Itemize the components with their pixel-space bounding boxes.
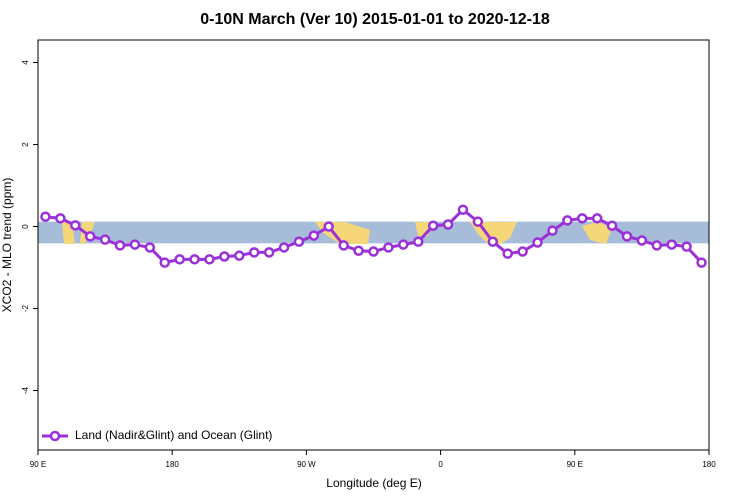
point xyxy=(621,231,633,242)
y-tick-label: -4 xyxy=(21,386,30,394)
point xyxy=(234,250,245,261)
point xyxy=(472,216,484,227)
point xyxy=(159,257,170,268)
point xyxy=(55,213,66,224)
point xyxy=(189,254,200,265)
y-tick-label: 4 xyxy=(21,60,30,65)
point xyxy=(174,254,185,265)
x-tick-label: 0 xyxy=(438,460,443,469)
point xyxy=(517,246,528,257)
point xyxy=(144,242,156,253)
point xyxy=(487,236,499,247)
point xyxy=(547,225,558,236)
point xyxy=(502,248,513,259)
x-tick-label: 180 xyxy=(166,460,180,469)
point xyxy=(219,251,230,262)
point xyxy=(278,242,290,253)
point xyxy=(651,240,663,251)
x-tick-label: 90 E xyxy=(567,460,583,469)
point xyxy=(681,241,692,252)
point xyxy=(577,213,588,224)
chart-title: 0-10N March (Ver 10) 2015-01-01 to 2020-… xyxy=(200,11,550,28)
point xyxy=(353,245,364,256)
point xyxy=(70,220,81,231)
x-tick-label: 90 W xyxy=(297,460,316,469)
plot-frame xyxy=(37,39,710,451)
point xyxy=(666,239,677,250)
point xyxy=(114,240,126,251)
y-axis-label: XCO2 - MLO trend (ppm) xyxy=(0,178,14,313)
x-tick-label: 90 E xyxy=(30,460,46,469)
point xyxy=(40,211,51,222)
point xyxy=(696,257,707,268)
point xyxy=(383,242,394,253)
x-axis-label: Longitude (deg E) xyxy=(326,476,421,490)
point xyxy=(442,219,454,230)
point xyxy=(398,239,409,250)
point xyxy=(427,220,439,231)
point xyxy=(368,246,379,257)
point xyxy=(412,236,424,247)
point xyxy=(532,237,543,248)
y-tick-label: 2 xyxy=(21,142,30,147)
point xyxy=(606,220,618,231)
point xyxy=(204,254,215,265)
point xyxy=(263,247,275,258)
land xyxy=(582,222,612,244)
point xyxy=(457,204,469,215)
point xyxy=(129,239,141,250)
x-tick-label: 180 xyxy=(702,460,716,469)
point xyxy=(323,221,335,232)
point xyxy=(562,215,573,226)
legend-marker xyxy=(49,430,61,442)
point xyxy=(591,213,603,224)
y-tick-label: -2 xyxy=(21,304,30,312)
point xyxy=(293,236,305,247)
y-tick-label: 0 xyxy=(21,224,30,229)
point xyxy=(84,231,96,242)
point xyxy=(308,230,320,241)
legend-label: Land (Nadir&Glint) and Ocean (Glint) xyxy=(75,428,272,442)
point xyxy=(248,247,260,258)
point xyxy=(636,235,648,246)
point xyxy=(338,240,349,251)
point xyxy=(99,234,111,245)
